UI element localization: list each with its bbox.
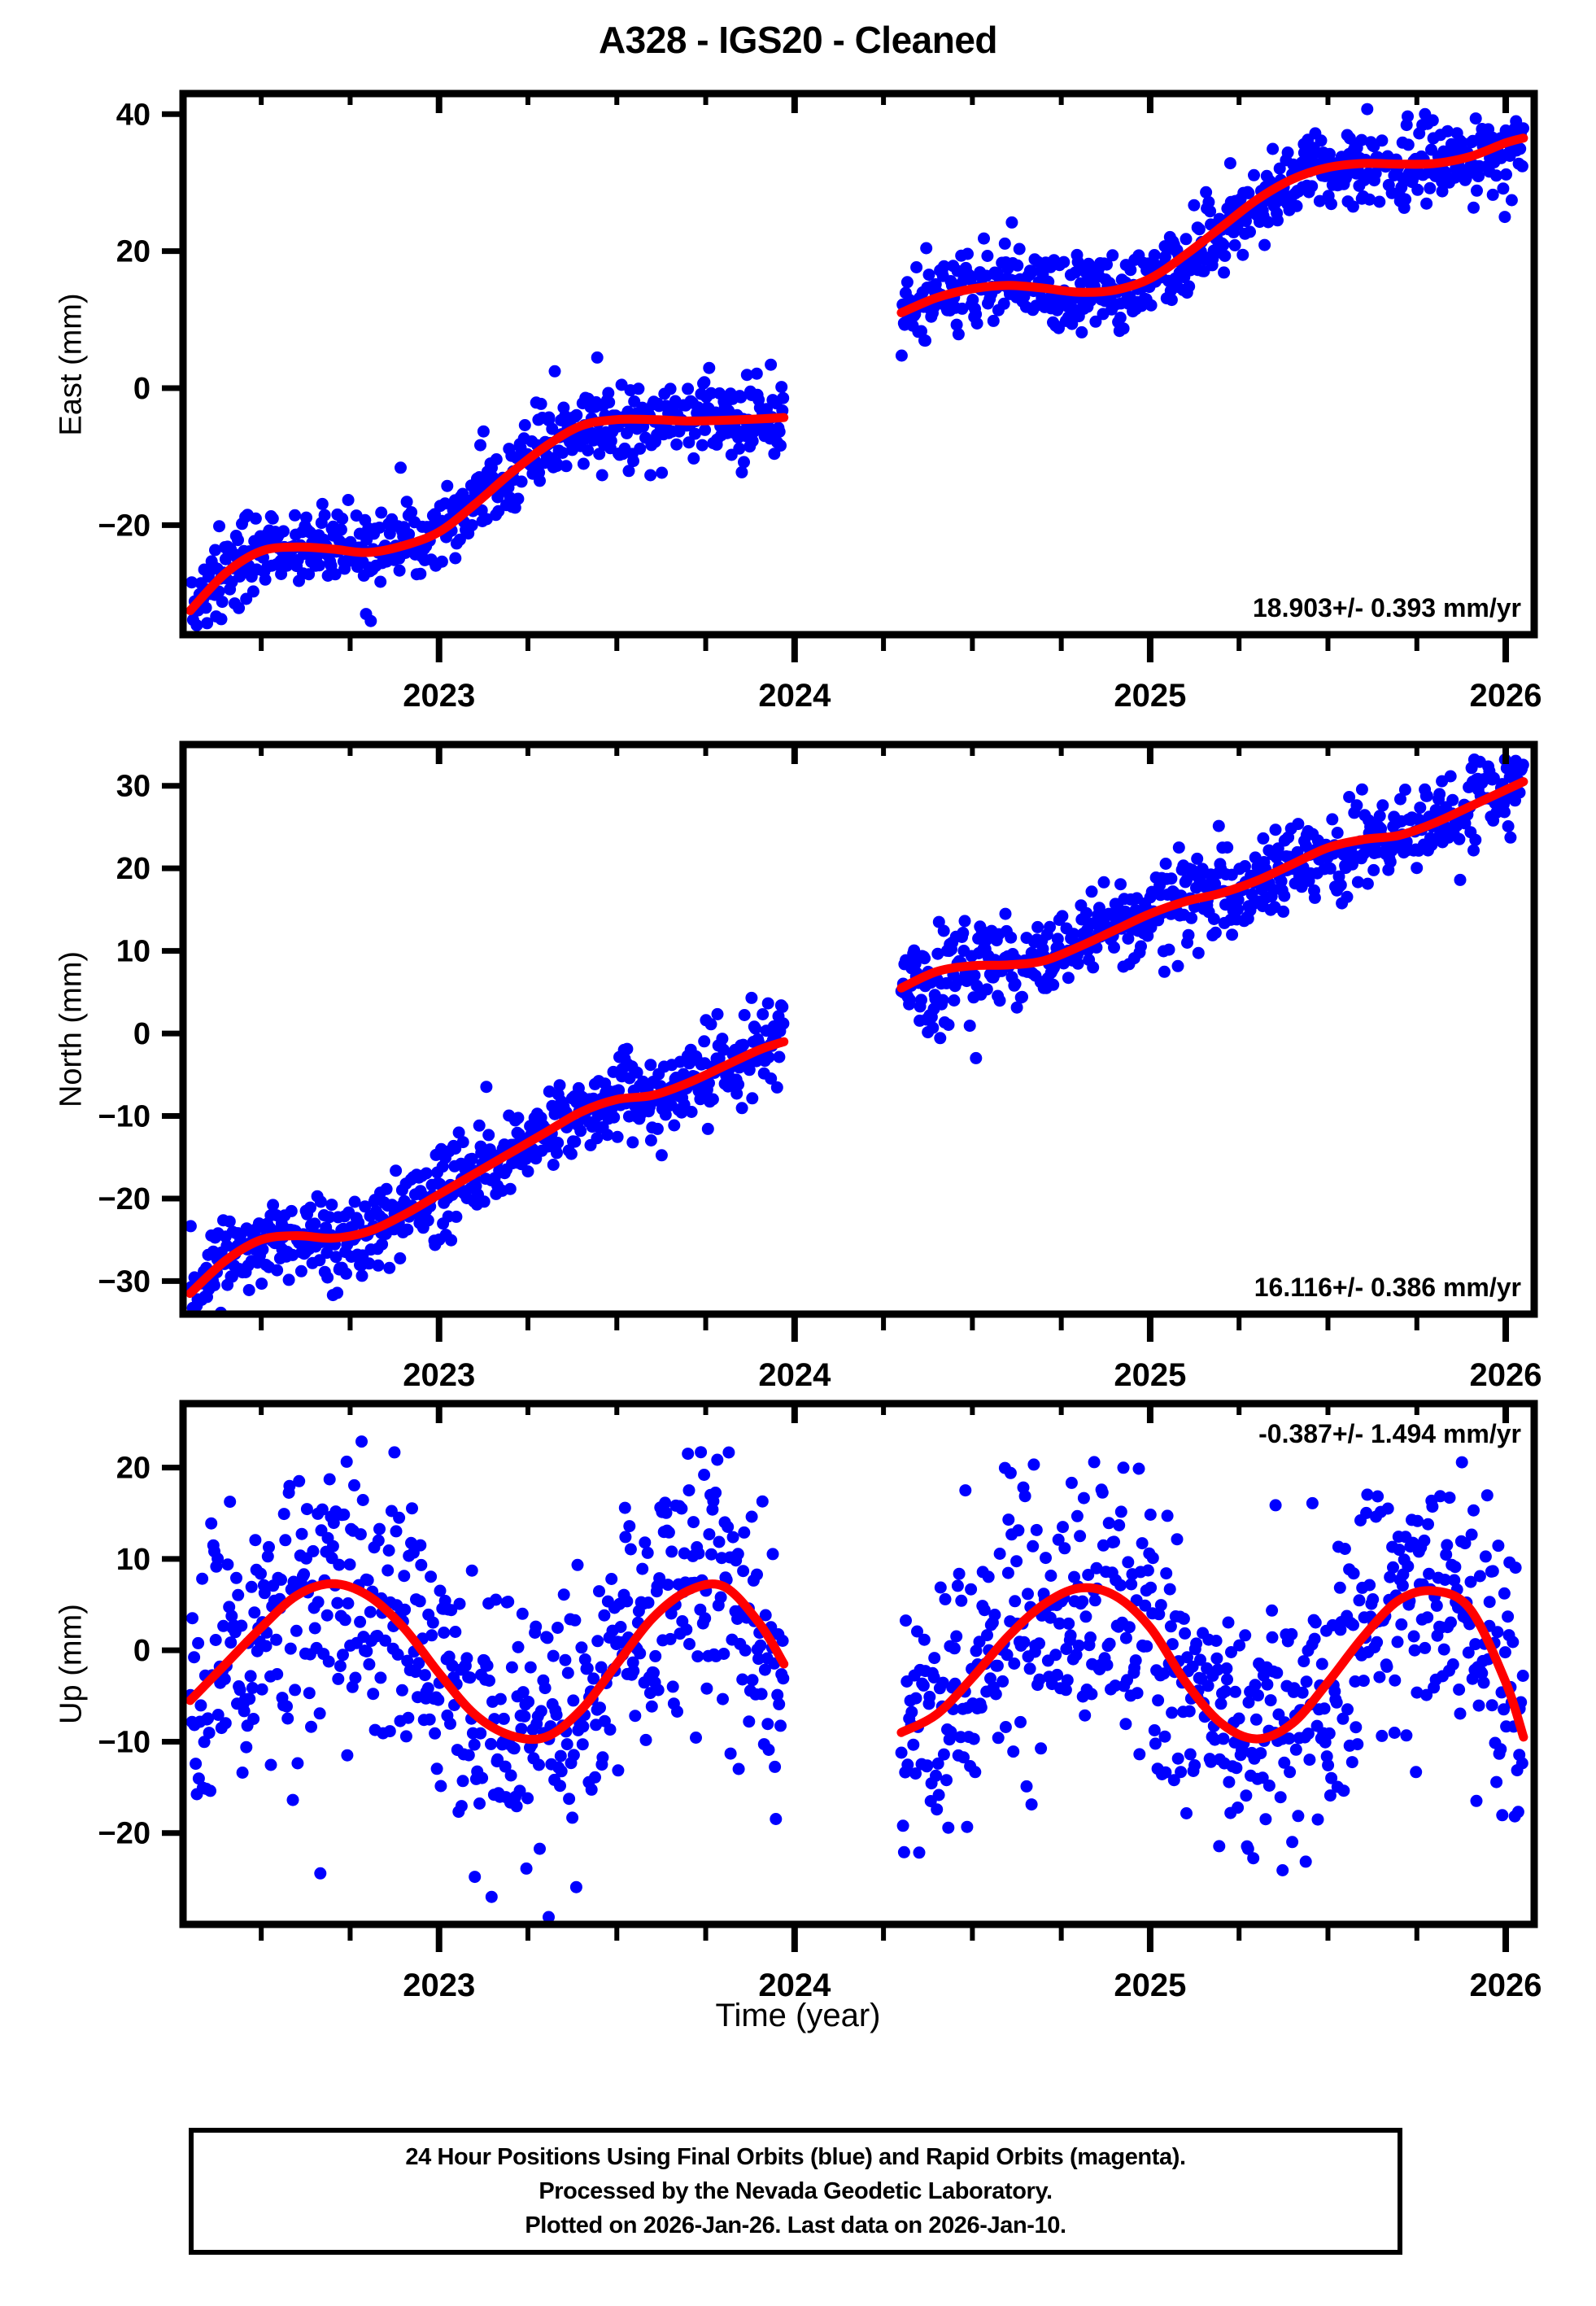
page-title: A328 - IGS20 - Cleaned (598, 19, 998, 61)
fit-line-up (185, 1579, 1528, 1745)
fit-line-east (185, 133, 1528, 616)
x-tick-label: 2024 (758, 678, 831, 714)
axis-frame (179, 90, 1538, 639)
rate-annotation-up: -0.387+/- 1.494 mm/yr (1258, 1419, 1521, 1448)
x-tick-label: 2023 (403, 1357, 475, 1393)
x-axis-label: Time (year) (715, 1998, 881, 2033)
panel-up: −20 −10 0 10 20 2023 2024 2025 2026 -0.387+/- 1.4… (0, 1375, 1596, 2010)
y-tick-label: 10 (116, 1543, 150, 1577)
y-tick-label: 0 (133, 1017, 150, 1051)
scatter-layer-east (185, 103, 1529, 631)
rate-annotation-east: 18.903+/- 0.393 mm/yr (1253, 593, 1521, 622)
y-tick-label: −20 (98, 1182, 150, 1216)
axis-frame (179, 740, 1538, 1318)
y-tick-label: −20 (98, 1817, 150, 1851)
x-tick-label: 2025 (1114, 1357, 1186, 1393)
scatter-layer-north (184, 753, 1529, 1314)
y-tick-label: −20 (98, 509, 150, 543)
plot-north: −30 −20 −10 0 10 20 30 2023 2024 2025 2026 16.116+/… (98, 740, 1542, 1393)
y-tick-label: 40 (116, 98, 150, 132)
x-tick-label: 2025 (1114, 678, 1186, 714)
axis-frame (179, 1400, 1538, 1928)
scatter-layer-up (184, 1435, 1529, 1924)
y-tick-label: 30 (116, 770, 150, 804)
y-tick-label: −10 (98, 1725, 150, 1759)
x-tick-label: 2024 (758, 1968, 831, 2003)
x-tick-label: 2026 (1470, 678, 1542, 714)
x-tick-label: 2023 (403, 1968, 475, 2003)
footer-caption-box: 24 Hour Positions Using Final Orbits (bl… (189, 2128, 1402, 2255)
panel-north: −30 −20 −10 0 10 20 30 2023 2024 2025 2026 16.116+/… (0, 716, 1596, 1400)
fit-line-north (185, 777, 1528, 1299)
y-axis-label-east: East (mm) (54, 292, 89, 436)
y-tick-label: −30 (98, 1264, 150, 1299)
rate-annotation-north: 16.116+/- 0.386 mm/yr (1254, 1273, 1521, 1302)
y-tick-label: 20 (116, 852, 150, 886)
panel-east: −20 0 20 40 2023 2024 2025 2026 18.903+/- 0.393 … (0, 65, 1596, 720)
plot-up: −20 −10 0 10 20 2023 2024 2025 2026 -0.387+/- 1.4… (98, 1400, 1542, 2003)
footer-line-3: Plotted on 2026-Jan-26. Last data on 202… (525, 2212, 1066, 2239)
y-tick-label: 10 (116, 935, 150, 969)
x-tick-label: 2026 (1470, 1357, 1542, 1393)
y-axis-label-north: North (mm) (54, 950, 89, 1108)
y-tick-label: 0 (133, 372, 150, 406)
y-tick-label: 20 (116, 235, 150, 269)
x-tick-label: 2024 (758, 1357, 831, 1393)
y-tick-label: 0 (133, 1634, 150, 1668)
y-tick-label: −10 (98, 1100, 150, 1134)
x-tick-label: 2025 (1114, 1968, 1186, 2003)
footer-line-2: Processed by the Nevada Geodetic Laborat… (539, 2177, 1053, 2204)
plot-east: −20 0 20 40 2023 2024 2025 2026 18.903+/- 0.393 … (98, 90, 1542, 714)
x-tick-label: 2023 (403, 678, 475, 714)
x-tick-label: 2026 (1470, 1968, 1542, 2003)
y-tick-label: 20 (116, 1452, 150, 1486)
footer-line-1: 24 Hour Positions Using Final Orbits (bl… (405, 2143, 1186, 2170)
y-axis-label-up: Up (mm) (54, 1604, 89, 1724)
